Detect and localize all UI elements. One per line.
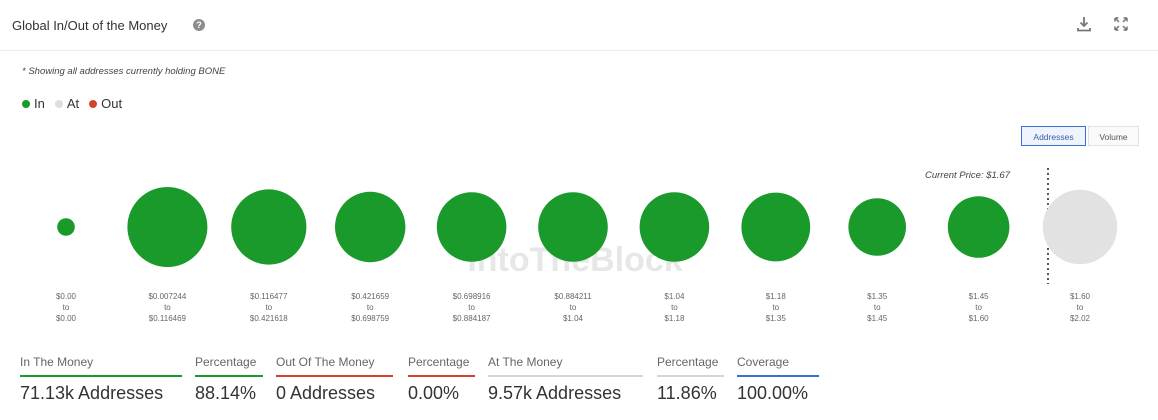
x-label-from-9: $1.45 (969, 292, 990, 301)
bubble-8[interactable] (848, 198, 906, 256)
stat-underline (737, 375, 819, 377)
x-label-from-0: $0.00 (56, 292, 77, 301)
x-labels-group: $0.00 to $0.00 $0.007244 to $0.116469 $0.11647… (56, 292, 1091, 323)
bubble-2[interactable] (231, 189, 307, 265)
bubble-1[interactable] (127, 187, 208, 267)
x-label-from-7: $1.18 (766, 292, 787, 301)
legend-item-at[interactable]: At (54, 96, 80, 111)
chart-header: Global In/Out of the Money ? (0, 0, 1158, 51)
stat-label: Percentage (657, 355, 719, 369)
x-label-to-4: $0.884187 (453, 314, 491, 323)
download-icon[interactable] (1075, 15, 1093, 33)
x-label-to-word-6: to (671, 303, 678, 312)
legend-label-in: In (34, 96, 45, 111)
x-label-to-word-10: to (1077, 303, 1084, 312)
x-label-from-6: $1.04 (664, 292, 685, 301)
bubble-3[interactable] (335, 191, 406, 263)
chart-title: Global In/Out of the Money (12, 18, 168, 33)
bubble-10[interactable] (1042, 189, 1118, 265)
current-price-label: Current Price: $1.67 (925, 170, 1011, 181)
bubble-0[interactable] (57, 218, 75, 236)
legend-item-out[interactable]: Out (89, 96, 122, 111)
bubble-6[interactable] (639, 192, 710, 262)
holding-note: * Showing all addresses currently holdin… (22, 66, 226, 77)
bubble-5[interactable] (538, 192, 608, 262)
stat-label: Percentage (195, 355, 257, 369)
x-label-to-word-5: to (570, 303, 577, 312)
volume-toggle-button[interactable]: Volume (1088, 126, 1139, 146)
stat-label: In The Money (20, 355, 94, 369)
stat-coverage: Coverage 100.00% (737, 355, 819, 404)
x-label-to-word-2: to (265, 303, 272, 312)
stat-label: Percentage (408, 355, 470, 369)
x-label-from-5: $0.884211 (554, 292, 592, 301)
x-label-to-2: $0.421618 (250, 314, 288, 323)
x-label-from-1: $0.007244 (148, 292, 186, 301)
stat-value: 0.00% (408, 383, 460, 403)
x-label-to-5: $1.04 (563, 314, 584, 323)
expand-icon[interactable] (1112, 15, 1130, 33)
bubble-9[interactable] (947, 196, 1010, 258)
bubbles-group (57, 187, 1118, 267)
x-label-to-6: $1.18 (664, 314, 685, 323)
x-label-from-2: $0.116477 (250, 292, 288, 301)
x-label-from-10: $1.60 (1070, 292, 1091, 301)
stat-label: Coverage (737, 355, 790, 369)
stat-at-the-money: At The Money 9.57k Addresses (488, 355, 643, 404)
x-label-to-word-7: to (772, 303, 779, 312)
legend-item-in[interactable]: In (22, 96, 45, 111)
bubble-chart: IntoTheBlock Current Price: $1.67 $0.00t… (56, 168, 1118, 323)
x-label-from-4: $0.698916 (453, 292, 491, 301)
x-label-to-7: $1.35 (766, 314, 787, 323)
x-label-to-word-0: to (63, 303, 70, 312)
stat-value: 9.57k Addresses (488, 383, 622, 403)
stat-label: Out Of The Money (276, 355, 375, 369)
stat-underline (657, 375, 724, 377)
stat-at-percentage: Percentage 11.86% (657, 355, 724, 404)
stat-out-percentage: Percentage 0.00% (408, 355, 475, 404)
addresses-toggle-button[interactable]: Addresses (1021, 126, 1086, 146)
x-label-to-word-8: to (874, 303, 881, 312)
x-label-to-1: $0.116469 (149, 314, 187, 323)
stat-in-the-money: In The Money 71.13k Addresses (20, 355, 182, 404)
x-label-to-word-3: to (367, 303, 374, 312)
legend-dot-at (54, 99, 63, 108)
x-label-to-10: $2.02 (1070, 314, 1091, 323)
stat-value: 88.14% (195, 383, 257, 403)
stat-label: At The Money (488, 355, 563, 369)
stat-underline (20, 375, 182, 377)
x-label-from-3: $0.421659 (351, 292, 389, 301)
x-label-to-word-9: to (975, 303, 982, 312)
x-label-to-word-1: to (164, 303, 171, 312)
x-label-to-9: $1.60 (969, 314, 990, 323)
legend-dot-in (22, 99, 30, 108)
bubble-4[interactable] (436, 192, 507, 262)
summary-stats: In The Money 71.13k Addresses Percentage… (0, 355, 1158, 420)
legend: In At Out (22, 96, 122, 111)
x-label-from-8: $1.35 (867, 292, 888, 301)
legend-label-out: Out (101, 96, 123, 111)
help-circle-icon[interactable]: ? (193, 19, 205, 31)
legend-label-at: At (66, 96, 80, 111)
stat-in-percentage: Percentage 88.14% (195, 355, 263, 404)
x-label-to-word-4: to (468, 303, 475, 312)
stat-underline (195, 375, 263, 377)
x-label-to-0: $0.00 (56, 314, 77, 323)
legend-dot-out (89, 99, 98, 108)
stat-value: 100.00% (737, 383, 809, 403)
stat-out-of-the-money: Out Of The Money 0 Addresses (276, 355, 393, 404)
stat-value: 71.13k Addresses (20, 383, 164, 403)
stat-value: 11.86% (657, 383, 717, 403)
x-label-to-3: $0.698759 (351, 314, 389, 323)
stat-value: 0 Addresses (276, 383, 376, 403)
x-label-to-8: $1.45 (867, 314, 888, 323)
stat-underline (408, 375, 475, 377)
bubble-7[interactable] (741, 192, 811, 262)
stat-underline (276, 375, 393, 377)
stat-underline (488, 375, 643, 377)
